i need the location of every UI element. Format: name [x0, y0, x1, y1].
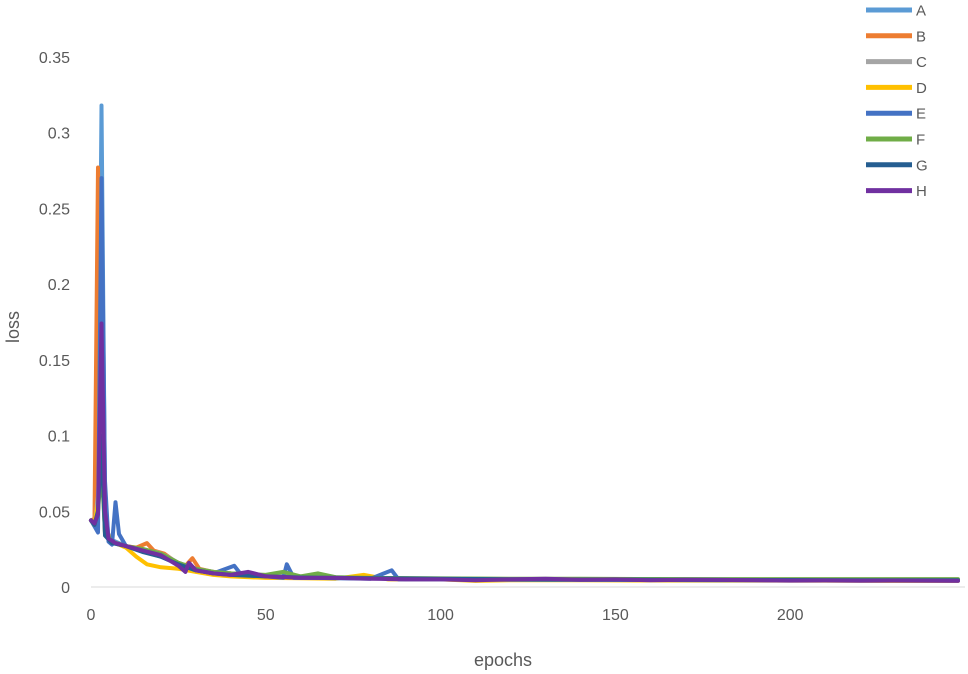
x-axis-ticks: 0 50 100 150 200 [87, 607, 804, 624]
x-tick-label: 0 [87, 607, 96, 624]
y-tick-label: 0.15 [39, 353, 70, 370]
legend-label-d: D [916, 80, 927, 97]
x-tick-label: 150 [602, 607, 629, 624]
y-tick-label: 0.3 [48, 126, 70, 143]
x-tick-label: 50 [257, 607, 275, 624]
legend-label-e: E [916, 106, 926, 123]
series-lines [89, 103, 960, 583]
legend-label-a: A [916, 3, 926, 20]
series-line-b [89, 165, 960, 583]
x-axis-title: epochs [474, 650, 532, 670]
series-line-f [89, 463, 960, 582]
series-line-a [89, 103, 960, 583]
y-axis-title: loss [3, 311, 23, 343]
x-tick-label: 100 [427, 607, 454, 624]
legend-label-g: G [916, 157, 928, 174]
x-tick-label: 200 [777, 607, 804, 624]
y-tick-label: 0.25 [39, 201, 70, 218]
y-tick-label: 0 [61, 580, 70, 597]
series-line-d [89, 433, 960, 583]
legend-label-b: B [916, 28, 926, 45]
legend-label-c: C [916, 54, 927, 71]
y-tick-label: 0.1 [48, 429, 70, 446]
legend-label-f: F [916, 132, 925, 149]
y-tick-label: 0.2 [48, 277, 70, 294]
y-axis-ticks: 0 0.05 0.1 0.15 0.2 0.25 0.3 0.35 [39, 50, 70, 597]
series-line-c [89, 403, 960, 583]
legend-label-h: H [916, 183, 927, 200]
series-line-h [89, 321, 960, 583]
y-tick-label: 0.35 [39, 50, 70, 67]
series-line-e [89, 176, 960, 583]
y-tick-label: 0.05 [39, 504, 70, 521]
series-line-g [89, 433, 960, 583]
